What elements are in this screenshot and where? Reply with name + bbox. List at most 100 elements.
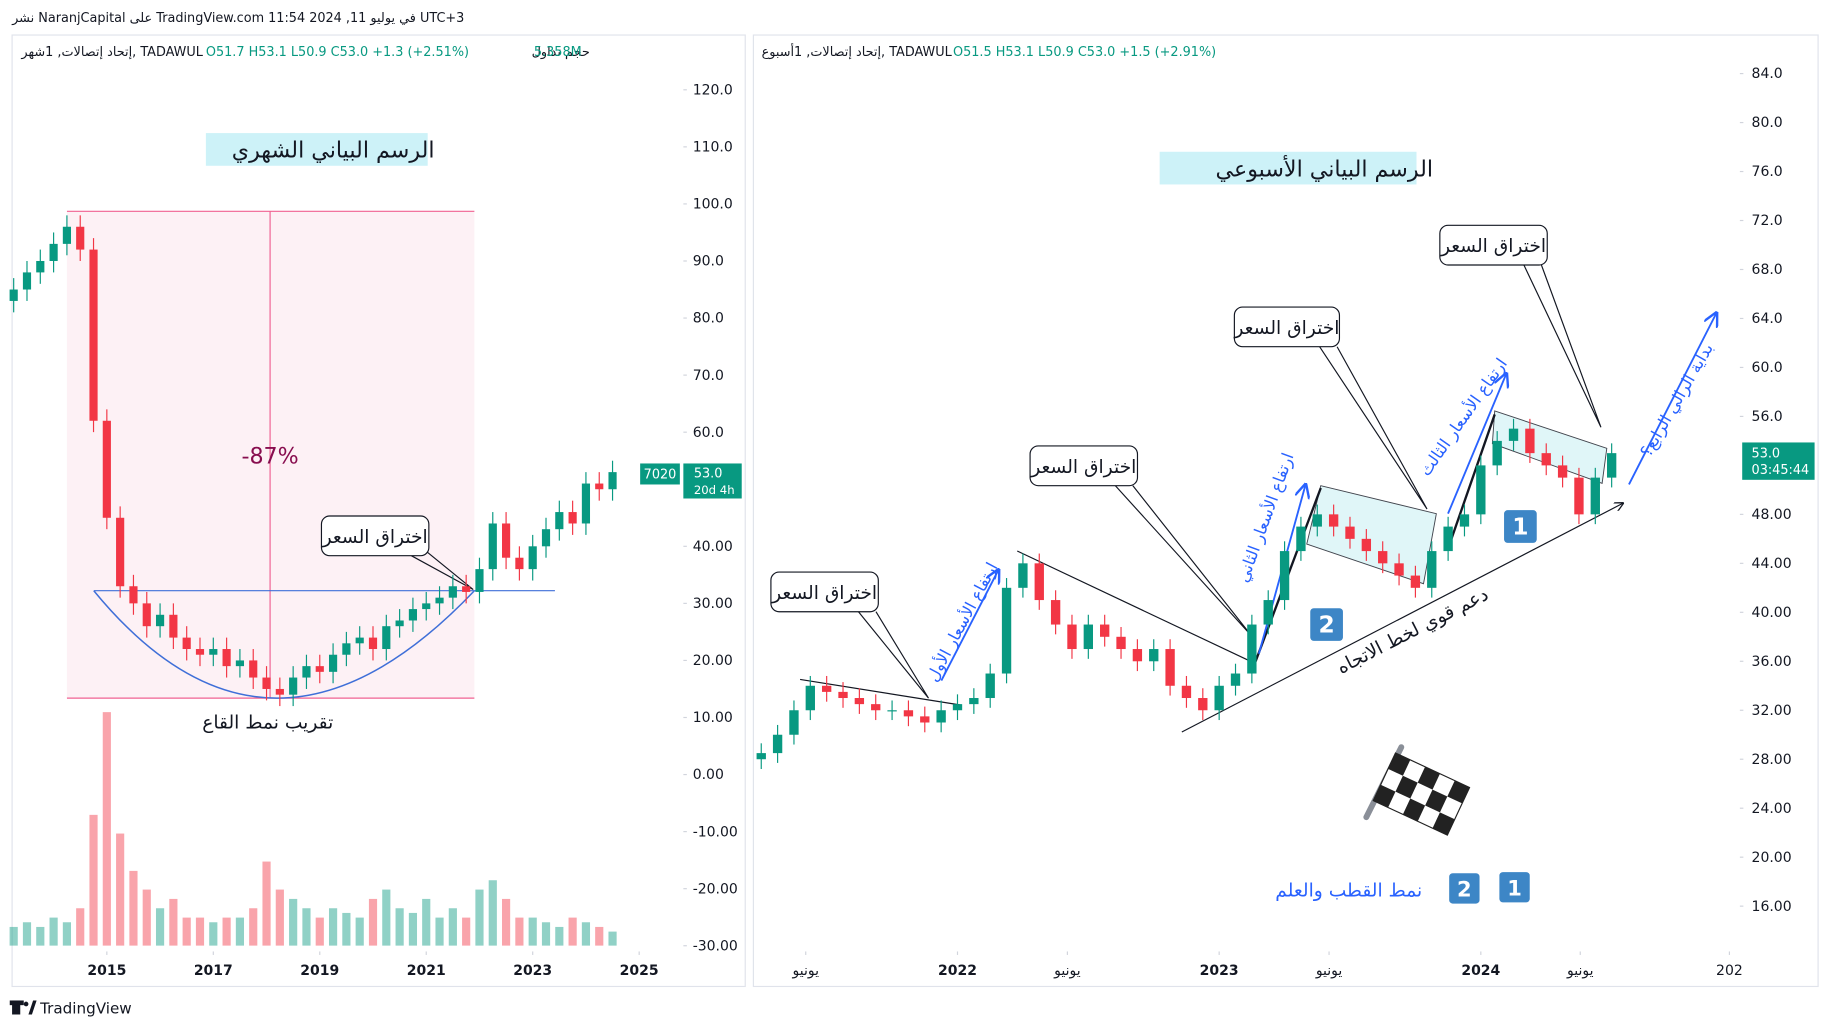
y-tick-label: 120.0 — [693, 82, 733, 98]
candle-body — [528, 546, 537, 570]
volume-value: 5.358M — [534, 45, 582, 60]
volume-bar — [342, 912, 351, 946]
volume-bar — [475, 889, 484, 946]
candle-body — [1296, 526, 1306, 552]
flag-channel — [1491, 410, 1608, 484]
candle-body — [1230, 673, 1241, 686]
candle-body — [195, 649, 205, 655]
volume-bar — [195, 917, 205, 946]
y-tick-label: 84.0 — [1752, 66, 1783, 82]
candle-body — [448, 586, 457, 598]
candle-body — [182, 637, 191, 650]
y-tick-label: 60.0 — [1752, 360, 1783, 376]
volume-bar — [462, 917, 471, 946]
y-tick-label: 36.00 — [1752, 654, 1792, 670]
title-highlight — [1159, 151, 1417, 185]
candle-body — [1328, 514, 1339, 527]
volume-bar — [169, 898, 178, 946]
candle-body — [462, 586, 471, 592]
candle-body — [1214, 685, 1224, 711]
candle-body — [1198, 698, 1208, 711]
volume-bar — [102, 712, 111, 946]
candle-body — [89, 249, 98, 421]
left-panel — [11, 34, 746, 988]
candle-body — [275, 688, 284, 695]
change-label: -87% — [241, 443, 298, 469]
candle-body — [1427, 551, 1437, 588]
x-tick-label: 2021 — [407, 963, 446, 979]
candle-body — [1459, 514, 1470, 527]
candle-body — [805, 685, 815, 711]
badge-text: 1 — [1507, 875, 1522, 900]
volume-bar — [76, 908, 85, 946]
y-tick-label: 28.00 — [1752, 752, 1792, 768]
candle-body — [1263, 600, 1273, 625]
rise-arrow — [1447, 374, 1506, 515]
x-tick-label: يونيو — [1315, 963, 1343, 979]
candle-body — [155, 614, 165, 627]
y-tick-label: 110.0 — [693, 140, 733, 156]
candle-body — [62, 226, 71, 244]
y-tick-label: 80.0 — [1752, 115, 1783, 131]
volume-bar — [355, 917, 364, 946]
candle-body — [328, 654, 338, 672]
x-tick-label: يونيو — [791, 963, 819, 979]
y-tick-label: 90.0 — [693, 254, 724, 270]
x-tick-label: 2023 — [513, 963, 552, 979]
volume-bar — [488, 880, 497, 946]
candle-body — [289, 677, 298, 695]
candle-body — [235, 660, 245, 667]
candle-body — [903, 710, 914, 717]
candle-body — [435, 597, 444, 604]
volume-bar — [315, 917, 324, 946]
candle-body — [1149, 649, 1159, 662]
callout-pointer — [858, 611, 930, 699]
volume-bar — [235, 917, 245, 946]
rounding-bottom — [93, 590, 475, 699]
volume-bar — [89, 814, 98, 946]
price-value: 53.0 — [1752, 447, 1781, 462]
countdown: 20d 4h — [694, 483, 735, 497]
volume-bar — [448, 908, 457, 946]
volume-bar — [422, 898, 431, 946]
volume-bar — [142, 889, 151, 946]
volume-bar — [382, 889, 391, 946]
candle-body — [1525, 428, 1535, 454]
candle-body — [1247, 624, 1257, 674]
candle-body — [315, 666, 324, 672]
y-tick-label: 24.00 — [1752, 801, 1792, 817]
volume-bar — [302, 908, 311, 946]
rally-label: بداية الرالي الرابع؟ — [1637, 340, 1718, 461]
y-tick-label: 76.0 — [1752, 164, 1783, 180]
callout-text: اختراق السعر — [1030, 457, 1136, 478]
candle-body — [1410, 575, 1421, 588]
flag-pole — [1446, 414, 1496, 550]
support-line — [1181, 503, 1623, 733]
volume-bar — [9, 926, 18, 946]
callout-text: اختراق السعر — [1440, 236, 1546, 257]
callout-box — [1439, 224, 1548, 266]
callout-box — [1029, 445, 1139, 487]
candle-body — [541, 529, 551, 547]
x-tick-label: 2022 — [938, 963, 977, 979]
volume-bar — [49, 917, 58, 946]
candle-body — [9, 289, 18, 301]
callout-pointer — [411, 548, 474, 591]
candle-body — [1345, 526, 1355, 539]
candle-body — [821, 685, 832, 692]
badge — [1449, 873, 1480, 904]
candle-body — [249, 660, 258, 678]
candle-body — [1034, 563, 1044, 601]
candle-body — [342, 643, 351, 655]
checkered-flag — [1363, 744, 1471, 836]
candle-body — [475, 569, 484, 592]
candle-body — [1590, 477, 1600, 515]
candle-body — [568, 512, 577, 524]
title-highlight — [205, 133, 428, 166]
volume-bar — [116, 833, 125, 946]
badge — [1499, 872, 1530, 903]
price-label — [1742, 442, 1815, 480]
x-tick-label: 2023 — [1200, 963, 1239, 979]
candle-body — [838, 691, 848, 699]
